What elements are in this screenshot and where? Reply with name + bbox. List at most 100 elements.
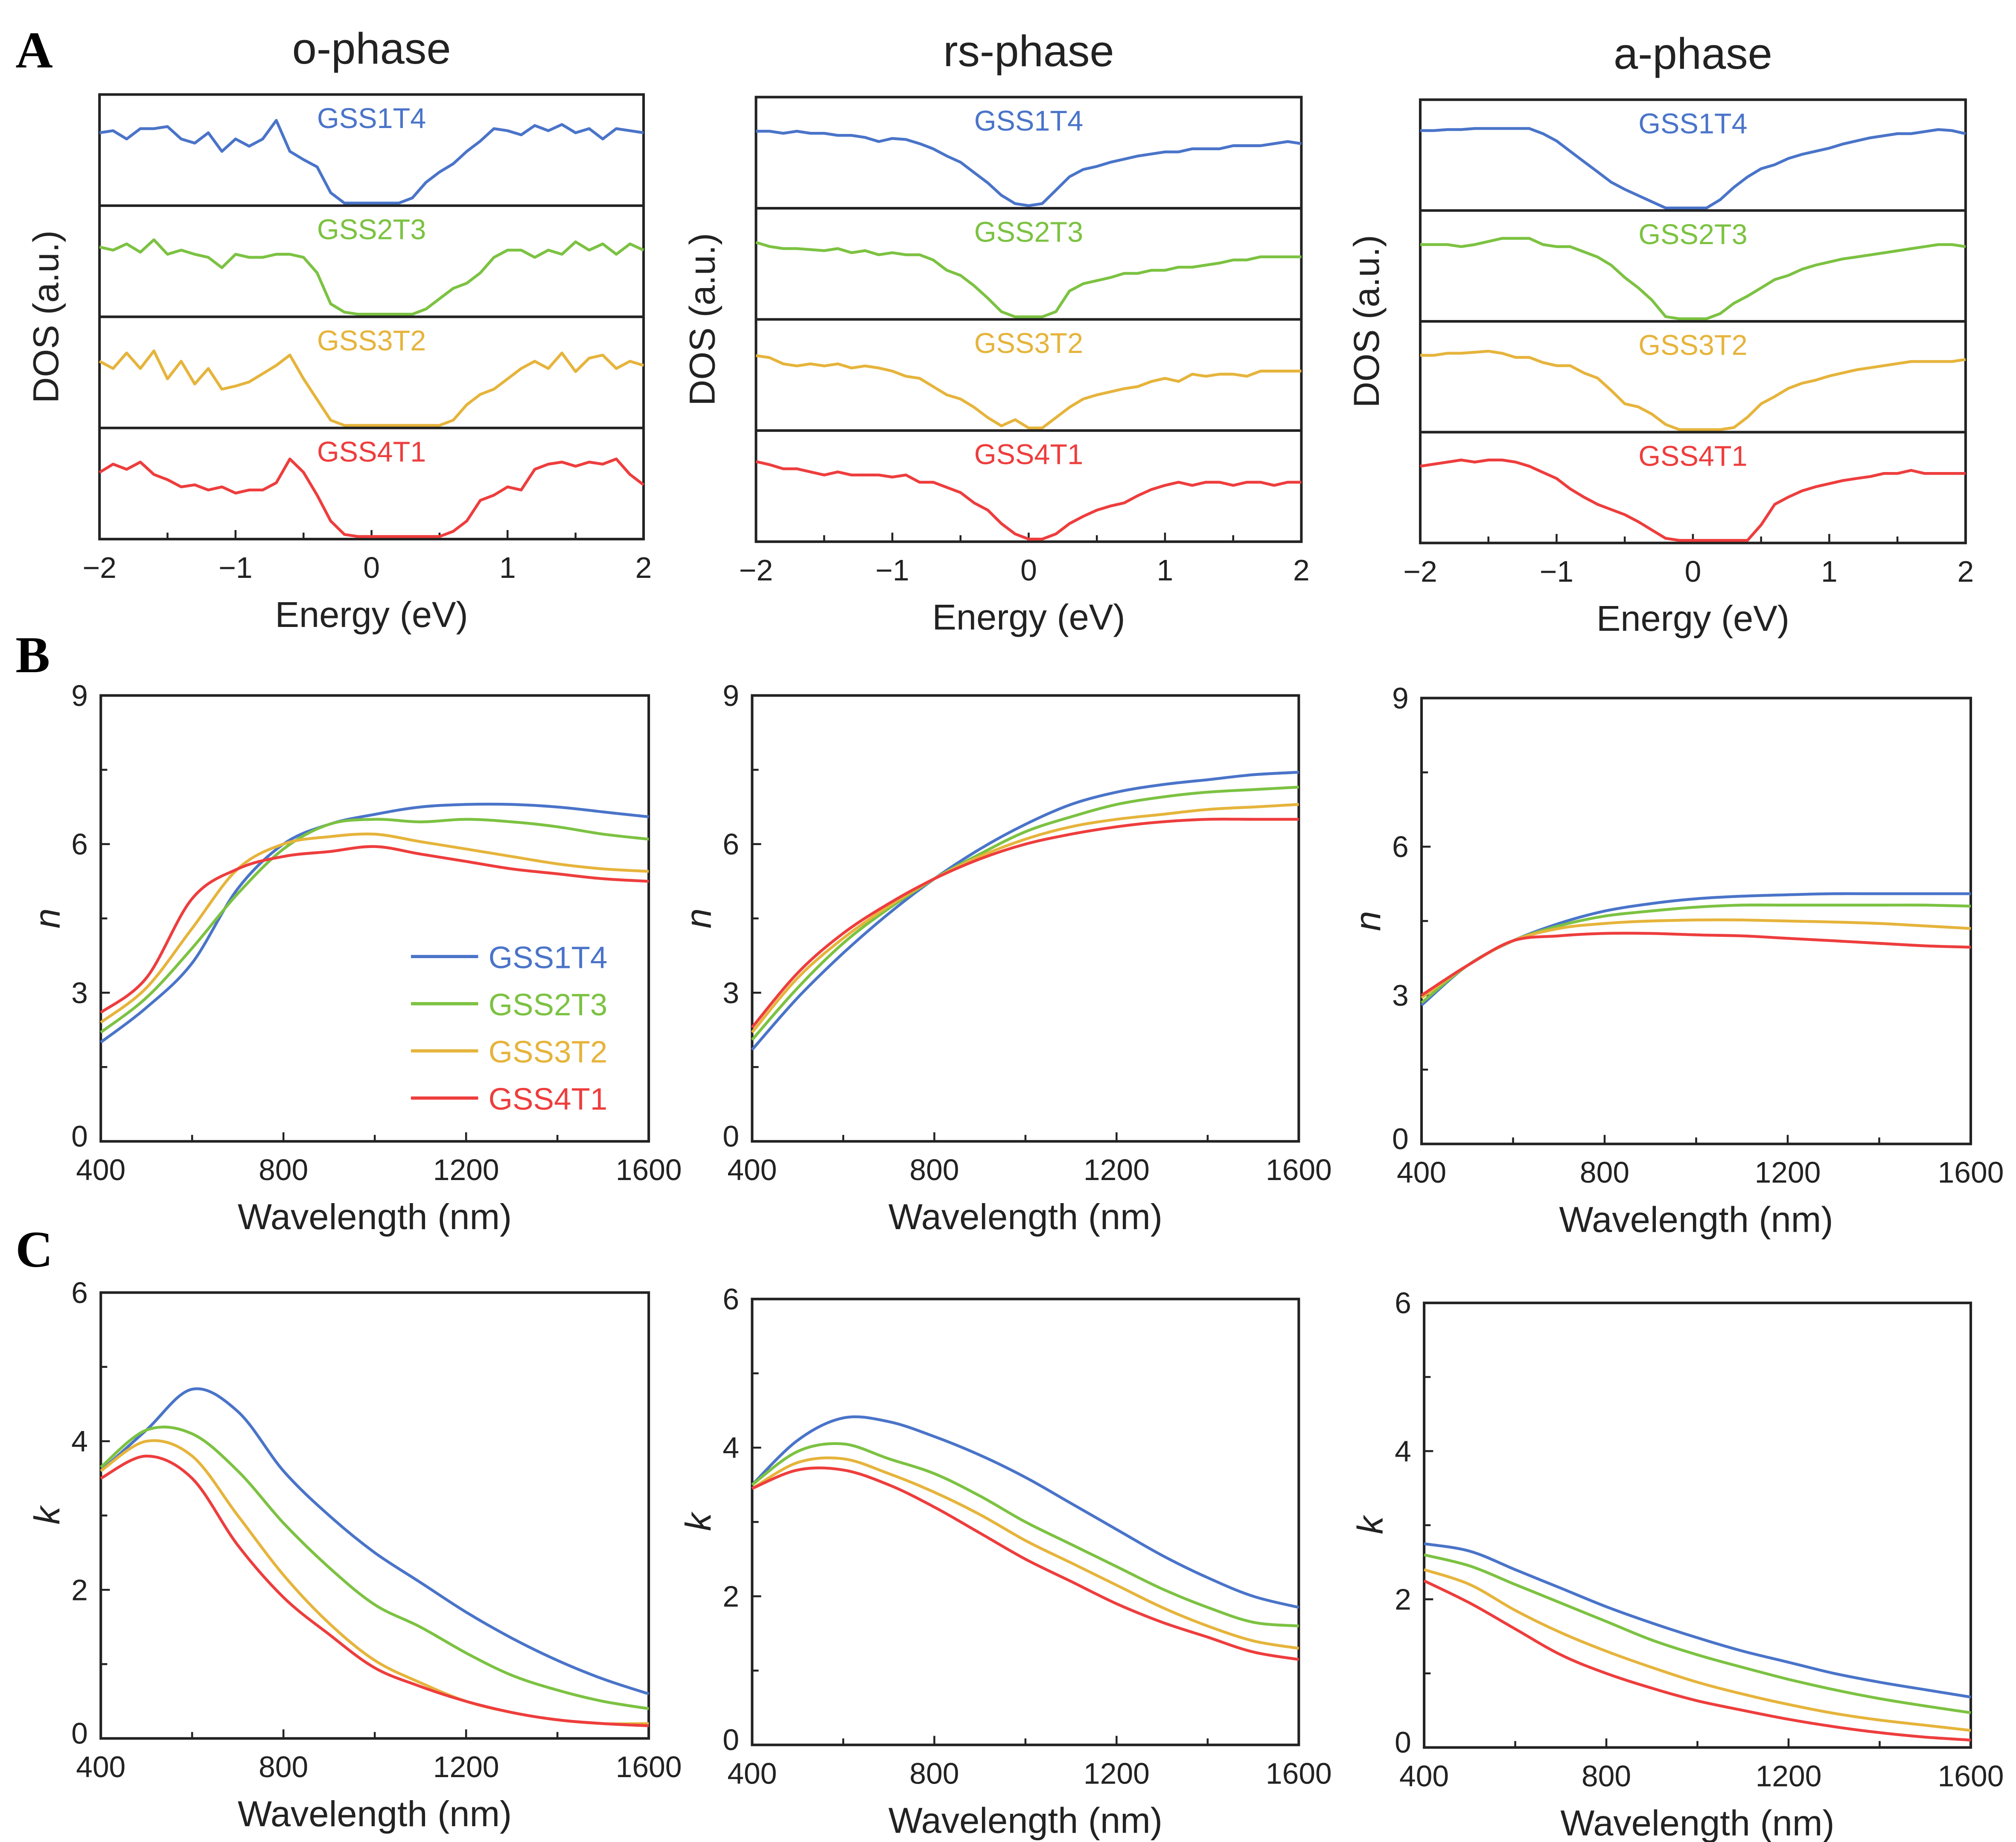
x-tick-label: −1	[1540, 555, 1573, 588]
curve-gss2t3	[100, 1425, 649, 1710]
chart-title: o-phase	[292, 24, 451, 73]
x-tick-label: 400	[76, 1750, 125, 1784]
dos-curve-gss1t4	[756, 130, 1302, 207]
panel-label-b: B	[15, 627, 50, 684]
y-tick-label: 3	[71, 976, 88, 1009]
x-tick-label: 1200	[1084, 1757, 1150, 1790]
x-tick-label: −1	[218, 551, 252, 584]
legend-label: GSS3T2	[489, 1035, 608, 1070]
curve-gss4t1	[100, 845, 649, 1014]
y-tick-label: 0	[1392, 1122, 1409, 1155]
x-tick-label: 1200	[433, 1153, 499, 1186]
y-tick-label: 0	[722, 1723, 739, 1757]
chart-title: rs-phase	[943, 26, 1114, 76]
curve-gss3t2	[751, 803, 1299, 1034]
y-tick-label: 3	[722, 976, 739, 1009]
chart-title: a-phase	[1614, 29, 1772, 78]
y-axis-label: n	[26, 908, 67, 928]
chart-3: 400 800 1200 1600 Wavelength (nm) n 0 3 6 9 GSS1T4…	[26, 679, 682, 1237]
panel-label-c: C	[15, 1221, 52, 1278]
x-tick-label: 1	[1157, 554, 1174, 587]
y-tick-label: 4	[722, 1431, 739, 1464]
y-axis-label: DOS (a.u.)	[682, 233, 722, 406]
x-tick-label: 1600	[1938, 1759, 2004, 1792]
chart-2: −2 −1 0 1 2 Energy (eV) DOS (a.u.) a-phase GSS1T…	[1346, 29, 1974, 638]
series-label: GSS2T3	[974, 217, 1083, 248]
x-tick-label: 0	[1020, 554, 1037, 587]
x-tick-label: 1600	[616, 1153, 682, 1186]
curve-gss1t4	[100, 802, 649, 1043]
series-label: GSS4T1	[974, 439, 1083, 471]
y-tick-label: 0	[1395, 1726, 1411, 1759]
y-tick-label: 0	[71, 1717, 88, 1750]
y-tick-label: 6	[1395, 1286, 1411, 1320]
dos-curve-gss3t2	[755, 354, 1302, 430]
x-tick-label: 1	[499, 551, 516, 584]
x-tick-label: −2	[739, 554, 773, 587]
series-label: GSS4T1	[317, 436, 426, 468]
curve-gss2t3	[1424, 1553, 1971, 1714]
y-tick-label: 3	[1392, 979, 1409, 1012]
chart-6: 400 800 1200 1600 Wavelength (nm) k 0 2 4 6	[26, 1276, 682, 1834]
curve-gss1t4	[751, 771, 1299, 1051]
curve-gss3t2	[751, 1456, 1299, 1650]
dos-curve-gss2t3	[755, 241, 1302, 318]
series-label: GSS1T4	[317, 103, 426, 134]
y-axis-label: n	[678, 908, 719, 928]
x-tick-label: 800	[259, 1750, 308, 1784]
legend-item: GSS2T3	[411, 988, 607, 1022]
chart-5: 400 800 1200 1600 Wavelength (nm) n 0 3 6 9	[1347, 682, 2004, 1239]
curve-gss1t4	[1424, 1542, 1971, 1699]
legend-item: GSS3T2	[411, 1035, 607, 1070]
dos-curve-gss3t2	[1420, 350, 1966, 431]
y-tick-label: 0	[71, 1119, 88, 1153]
curve-gss3t2	[1421, 918, 1971, 999]
x-tick-label: 800	[1580, 1156, 1629, 1189]
curve-gss1t4	[99, 1387, 650, 1696]
x-tick-label: 0	[1685, 555, 1701, 588]
y-axis-label: k	[1350, 1515, 1390, 1534]
dos-curve-gss1t4	[1420, 127, 1966, 210]
x-tick-label: −2	[82, 551, 116, 584]
dos-curve-gss2t3	[1420, 237, 1966, 321]
y-axis-label: k	[678, 1511, 719, 1531]
x-tick-label: 400	[76, 1153, 125, 1186]
x-tick-label: 800	[909, 1153, 959, 1186]
legend-label: GSS4T1	[489, 1082, 608, 1116]
x-tick-label: 2	[1958, 555, 1974, 588]
curve-gss3t2	[100, 832, 649, 1024]
y-tick-label: 6	[722, 1282, 739, 1316]
series-label: GSS1T4	[1638, 108, 1747, 140]
x-tick-label: 2	[1293, 554, 1310, 587]
curve-gss1t4	[751, 1415, 1299, 1609]
x-tick-label: 800	[259, 1153, 308, 1186]
series-label: GSS2T3	[1638, 219, 1747, 251]
curve-gss3t2	[100, 1439, 649, 1725]
x-axis-label: Energy (eV)	[275, 594, 468, 635]
y-tick-label: 6	[1392, 830, 1409, 863]
legend-item: GSS4T1	[411, 1082, 607, 1116]
x-tick-label: 400	[1397, 1156, 1446, 1189]
legend-label: GSS1T4	[489, 941, 608, 975]
y-tick-label: 6	[71, 1276, 88, 1309]
x-axis-label: Wavelength (nm)	[238, 1196, 512, 1237]
plot-frame	[99, 1291, 650, 1740]
chart-4: 400 800 1200 1600 Wavelength (nm) n 0 3 6 9	[678, 679, 1332, 1237]
y-tick-label: 4	[1395, 1434, 1411, 1468]
curve-gss2t3	[751, 1442, 1299, 1628]
curve-gss4t1	[100, 1454, 649, 1727]
series-label: GSS4T1	[1638, 440, 1747, 472]
x-tick-label: 400	[1399, 1759, 1449, 1792]
x-tick-label: 1200	[1755, 1156, 1821, 1189]
x-tick-label: 1600	[1266, 1153, 1332, 1186]
y-tick-label: 2	[71, 1573, 88, 1606]
curve-gss2t3	[751, 785, 1299, 1041]
curve-gss1t4	[1420, 892, 1971, 1006]
x-axis-label: Wavelength (nm)	[1560, 1802, 1834, 1842]
y-tick-label: 0	[722, 1119, 739, 1153]
y-tick-label: 6	[71, 828, 88, 861]
x-tick-label: 800	[1582, 1759, 1631, 1792]
x-axis-label: Wavelength (nm)	[238, 1793, 512, 1834]
x-tick-label: 1	[1821, 555, 1838, 588]
dos-curve-gss4t1	[1420, 458, 1966, 542]
